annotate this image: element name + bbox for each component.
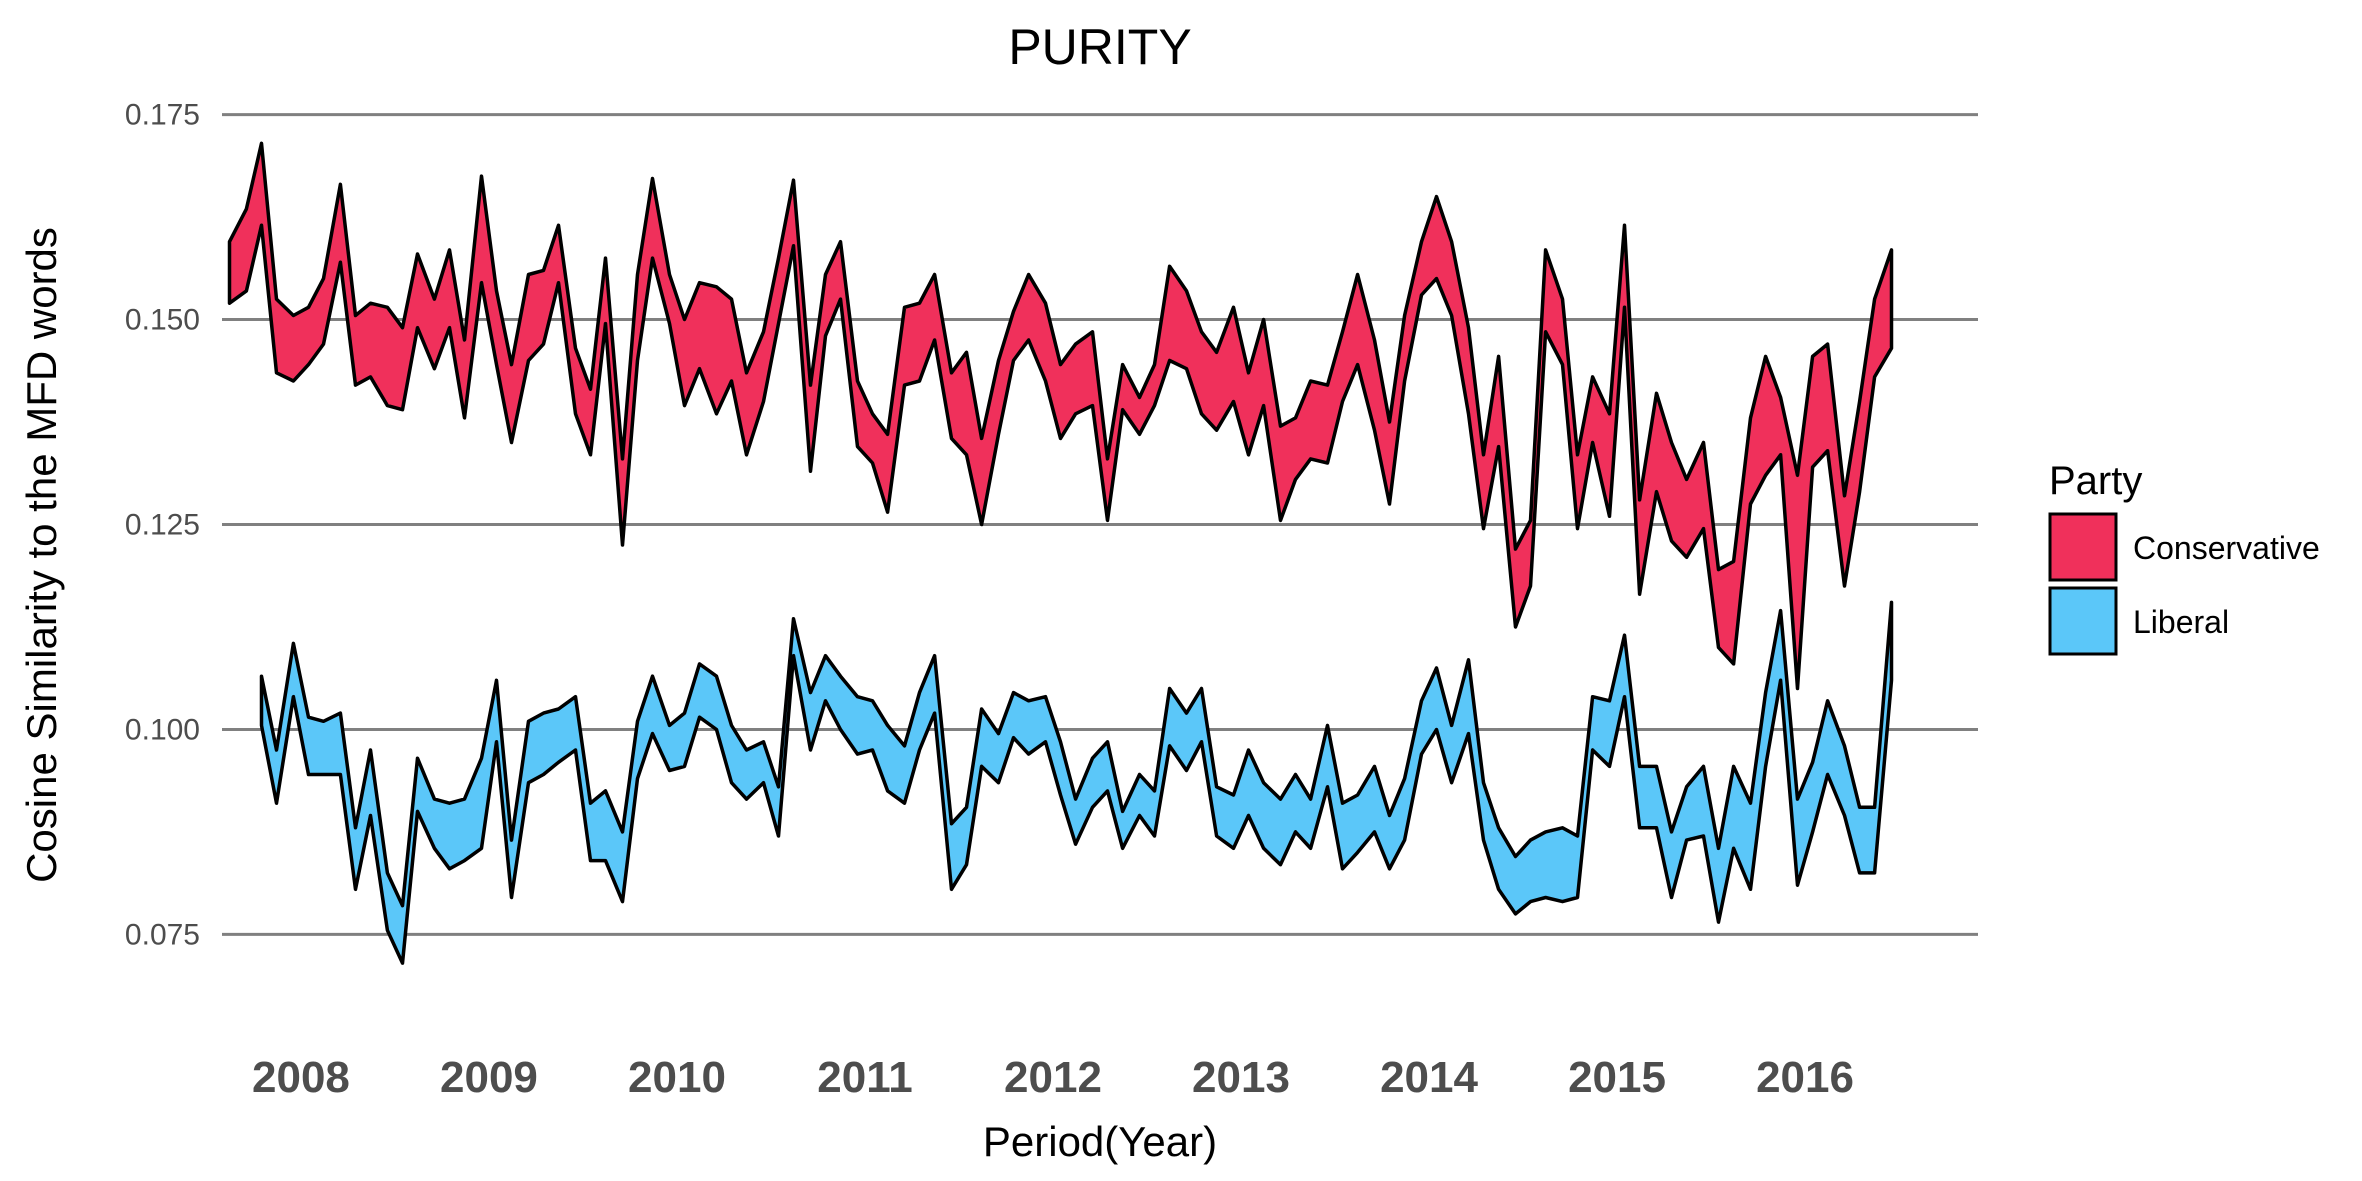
ribbon-conservative xyxy=(227,141,1894,691)
x-axis-label: Period(Year) xyxy=(983,1118,1217,1165)
x-tick-label: 2016 xyxy=(1756,1053,1854,1102)
legend: Party Conservative Liberal xyxy=(2048,459,2320,656)
y-axis-label: Cosine Similarity to the MFD words xyxy=(18,227,65,883)
x-tick-label: 2014 xyxy=(1380,1053,1478,1102)
legend-label-liberal: Liberal xyxy=(2133,604,2229,640)
x-tick-label: 2012 xyxy=(1004,1053,1102,1102)
y-tick-label: 0.175 xyxy=(125,99,200,132)
legend-swatch-conservative xyxy=(2048,512,2118,582)
x-tick-label: 2011 xyxy=(817,1053,912,1102)
x-tick-label: 2015 xyxy=(1568,1053,1666,1102)
x-tick-labels: 2008 2009 2010 2011 2012 2013 2014 2015 2016 xyxy=(252,1053,1854,1102)
legend-swatch-liberal xyxy=(2048,586,2118,656)
x-tick-label: 2009 xyxy=(440,1053,538,1102)
y-tick-label: 0.075 xyxy=(125,918,200,951)
x-tick-label: 2008 xyxy=(252,1053,350,1102)
ribbon-liberal xyxy=(259,600,1894,965)
legend-title: Party xyxy=(2049,459,2142,503)
legend-label-conservative: Conservative xyxy=(2133,530,2320,566)
chart-title: PURITY xyxy=(1008,19,1191,75)
x-tick-label: 2010 xyxy=(628,1053,726,1102)
ribbons xyxy=(227,141,1894,965)
y-tick-labels: 0.075 0.100 0.125 0.150 0.175 xyxy=(125,99,200,952)
y-tick-label: 0.100 xyxy=(125,713,200,746)
gridlines xyxy=(222,113,1978,936)
x-tick-label: 2013 xyxy=(1192,1053,1290,1102)
y-tick-label: 0.150 xyxy=(125,304,200,337)
y-tick-label: 0.125 xyxy=(125,509,200,542)
